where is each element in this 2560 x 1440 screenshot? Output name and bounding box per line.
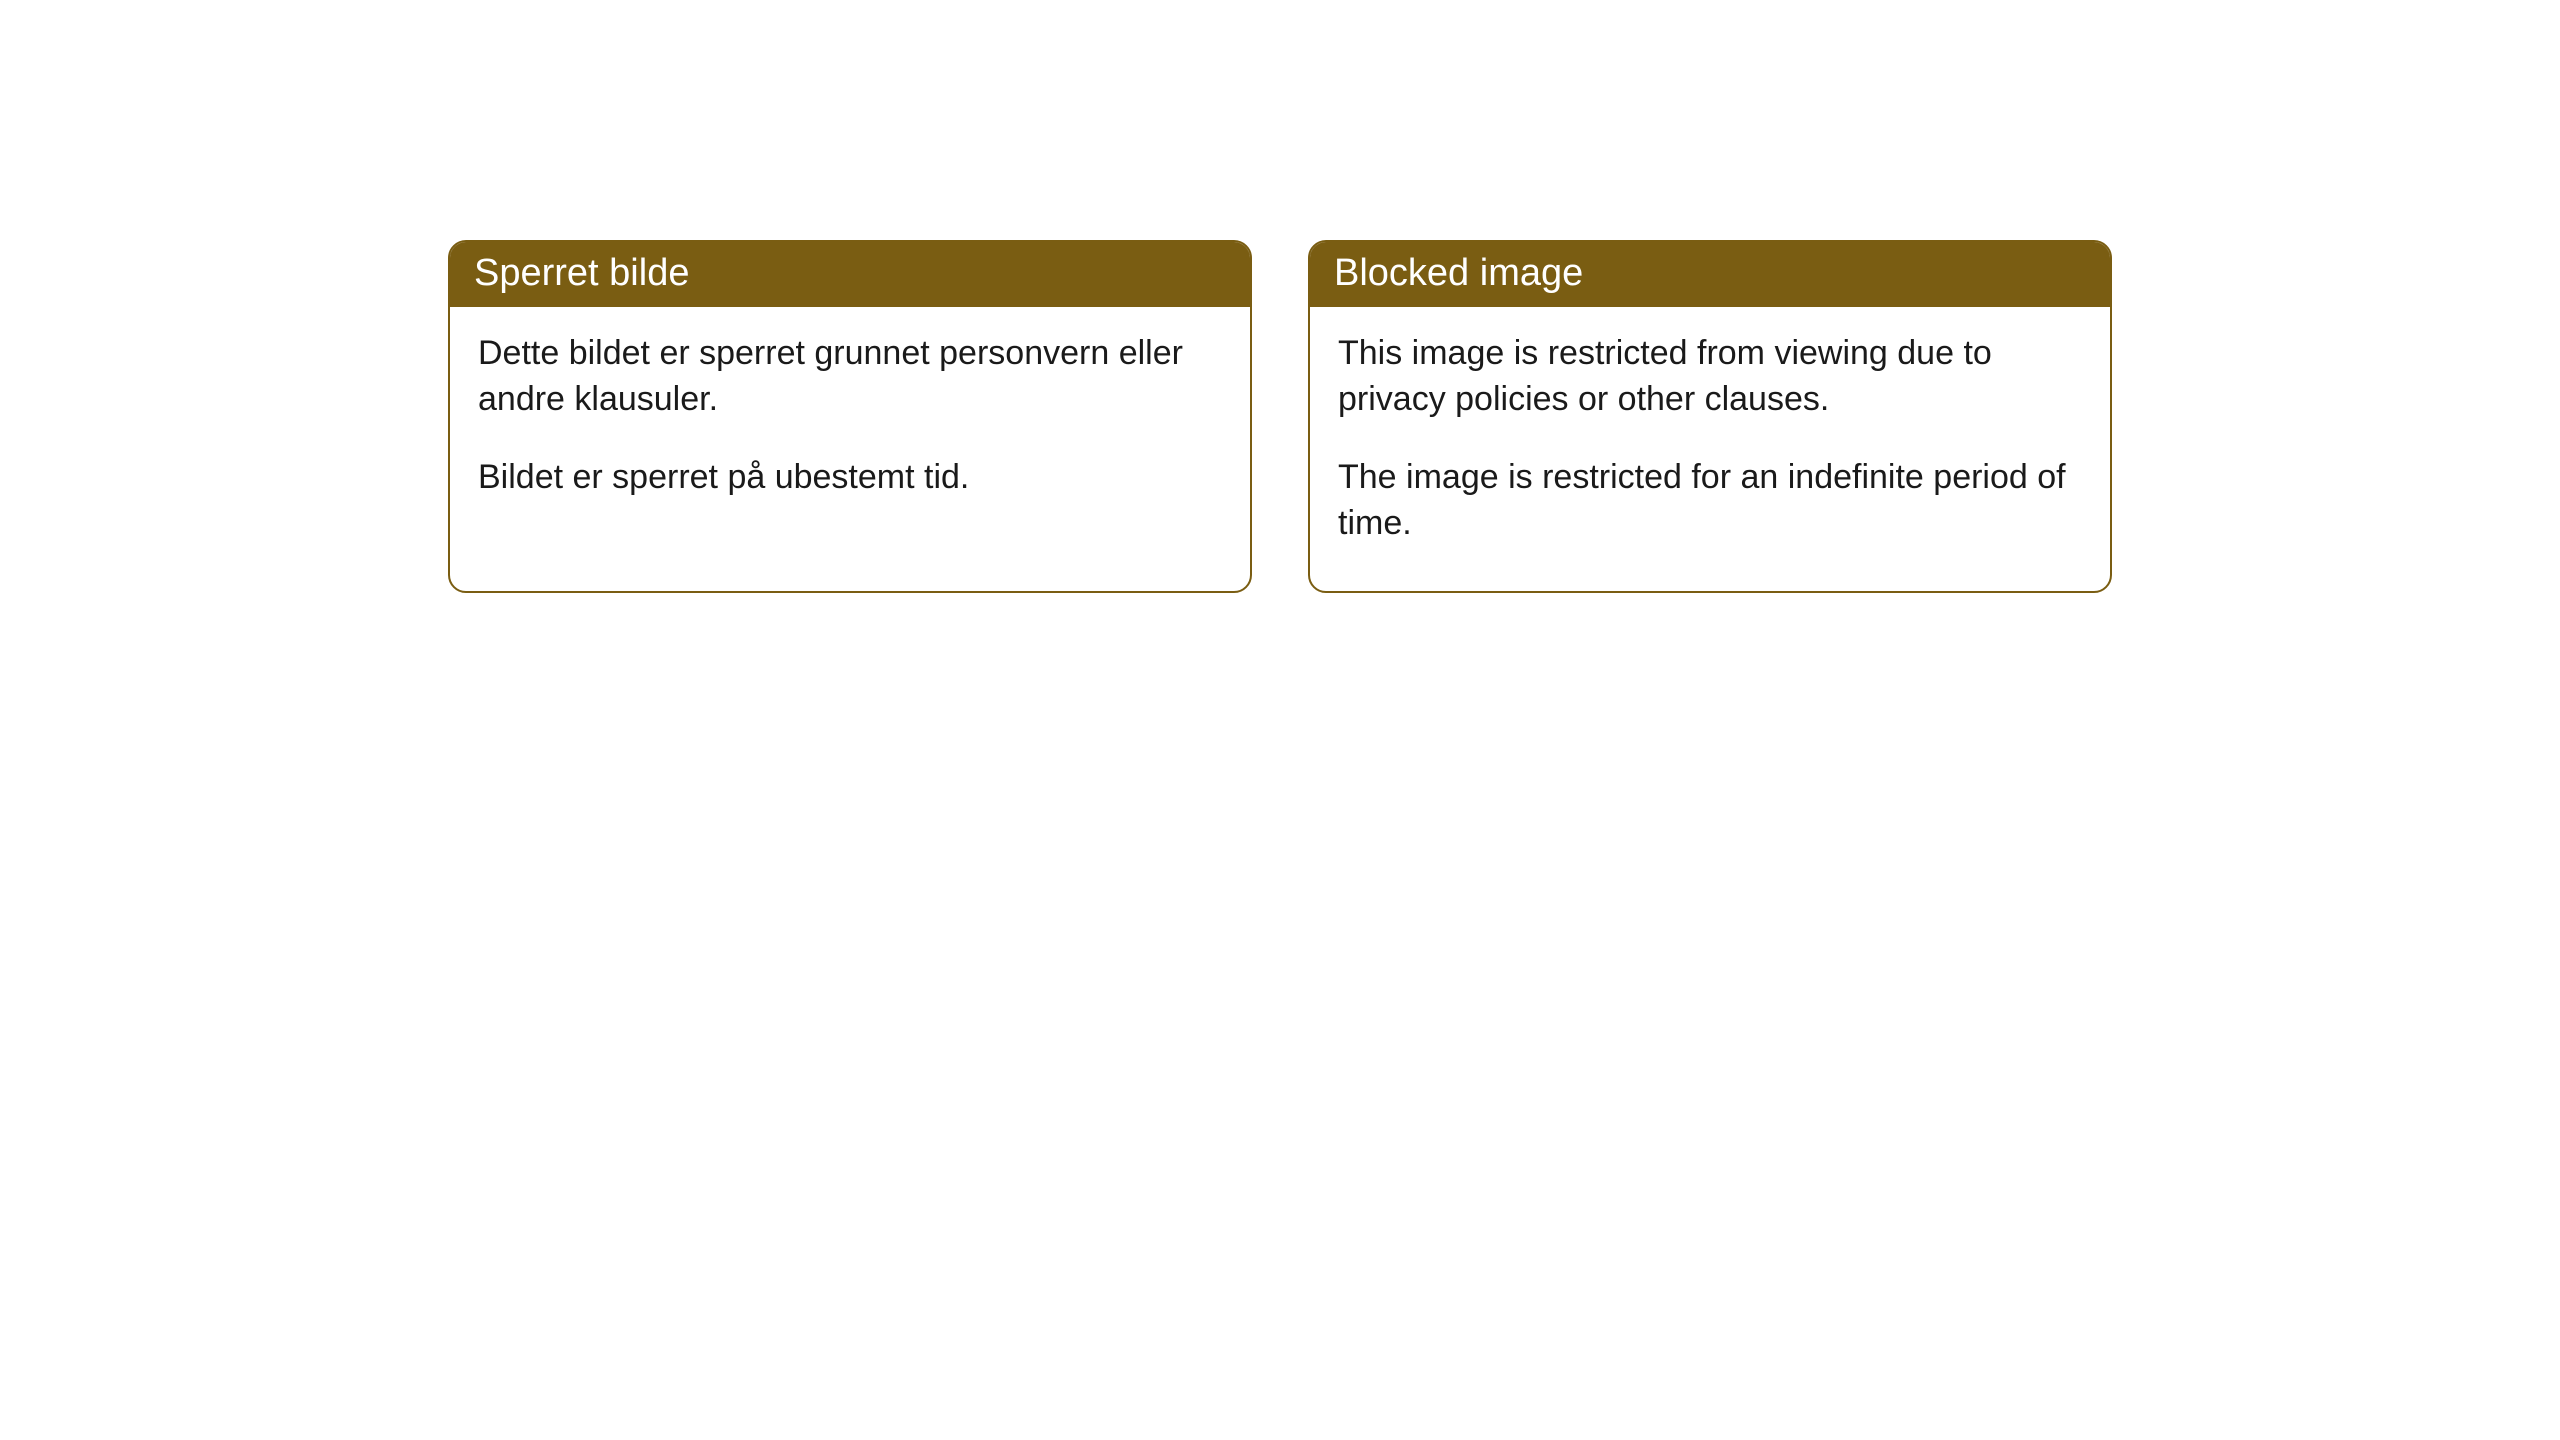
notice-title: Sperret bilde — [450, 242, 1250, 307]
notice-card-english: Blocked image This image is restricted f… — [1308, 240, 2112, 593]
notice-card-norwegian: Sperret bilde Dette bildet er sperret gr… — [448, 240, 1252, 593]
notice-title: Blocked image — [1310, 242, 2110, 307]
notice-paragraph-2: Bildet er sperret på ubestemt tid. — [478, 455, 1222, 501]
notice-body: This image is restricted from viewing du… — [1310, 307, 2110, 591]
notice-paragraph-2: The image is restricted for an indefinit… — [1338, 455, 2082, 547]
notice-paragraph-1: Dette bildet er sperret grunnet personve… — [478, 331, 1222, 423]
notice-paragraph-1: This image is restricted from viewing du… — [1338, 331, 2082, 423]
notice-cards-container: Sperret bilde Dette bildet er sperret gr… — [448, 240, 2560, 593]
notice-body: Dette bildet er sperret grunnet personve… — [450, 307, 1250, 545]
